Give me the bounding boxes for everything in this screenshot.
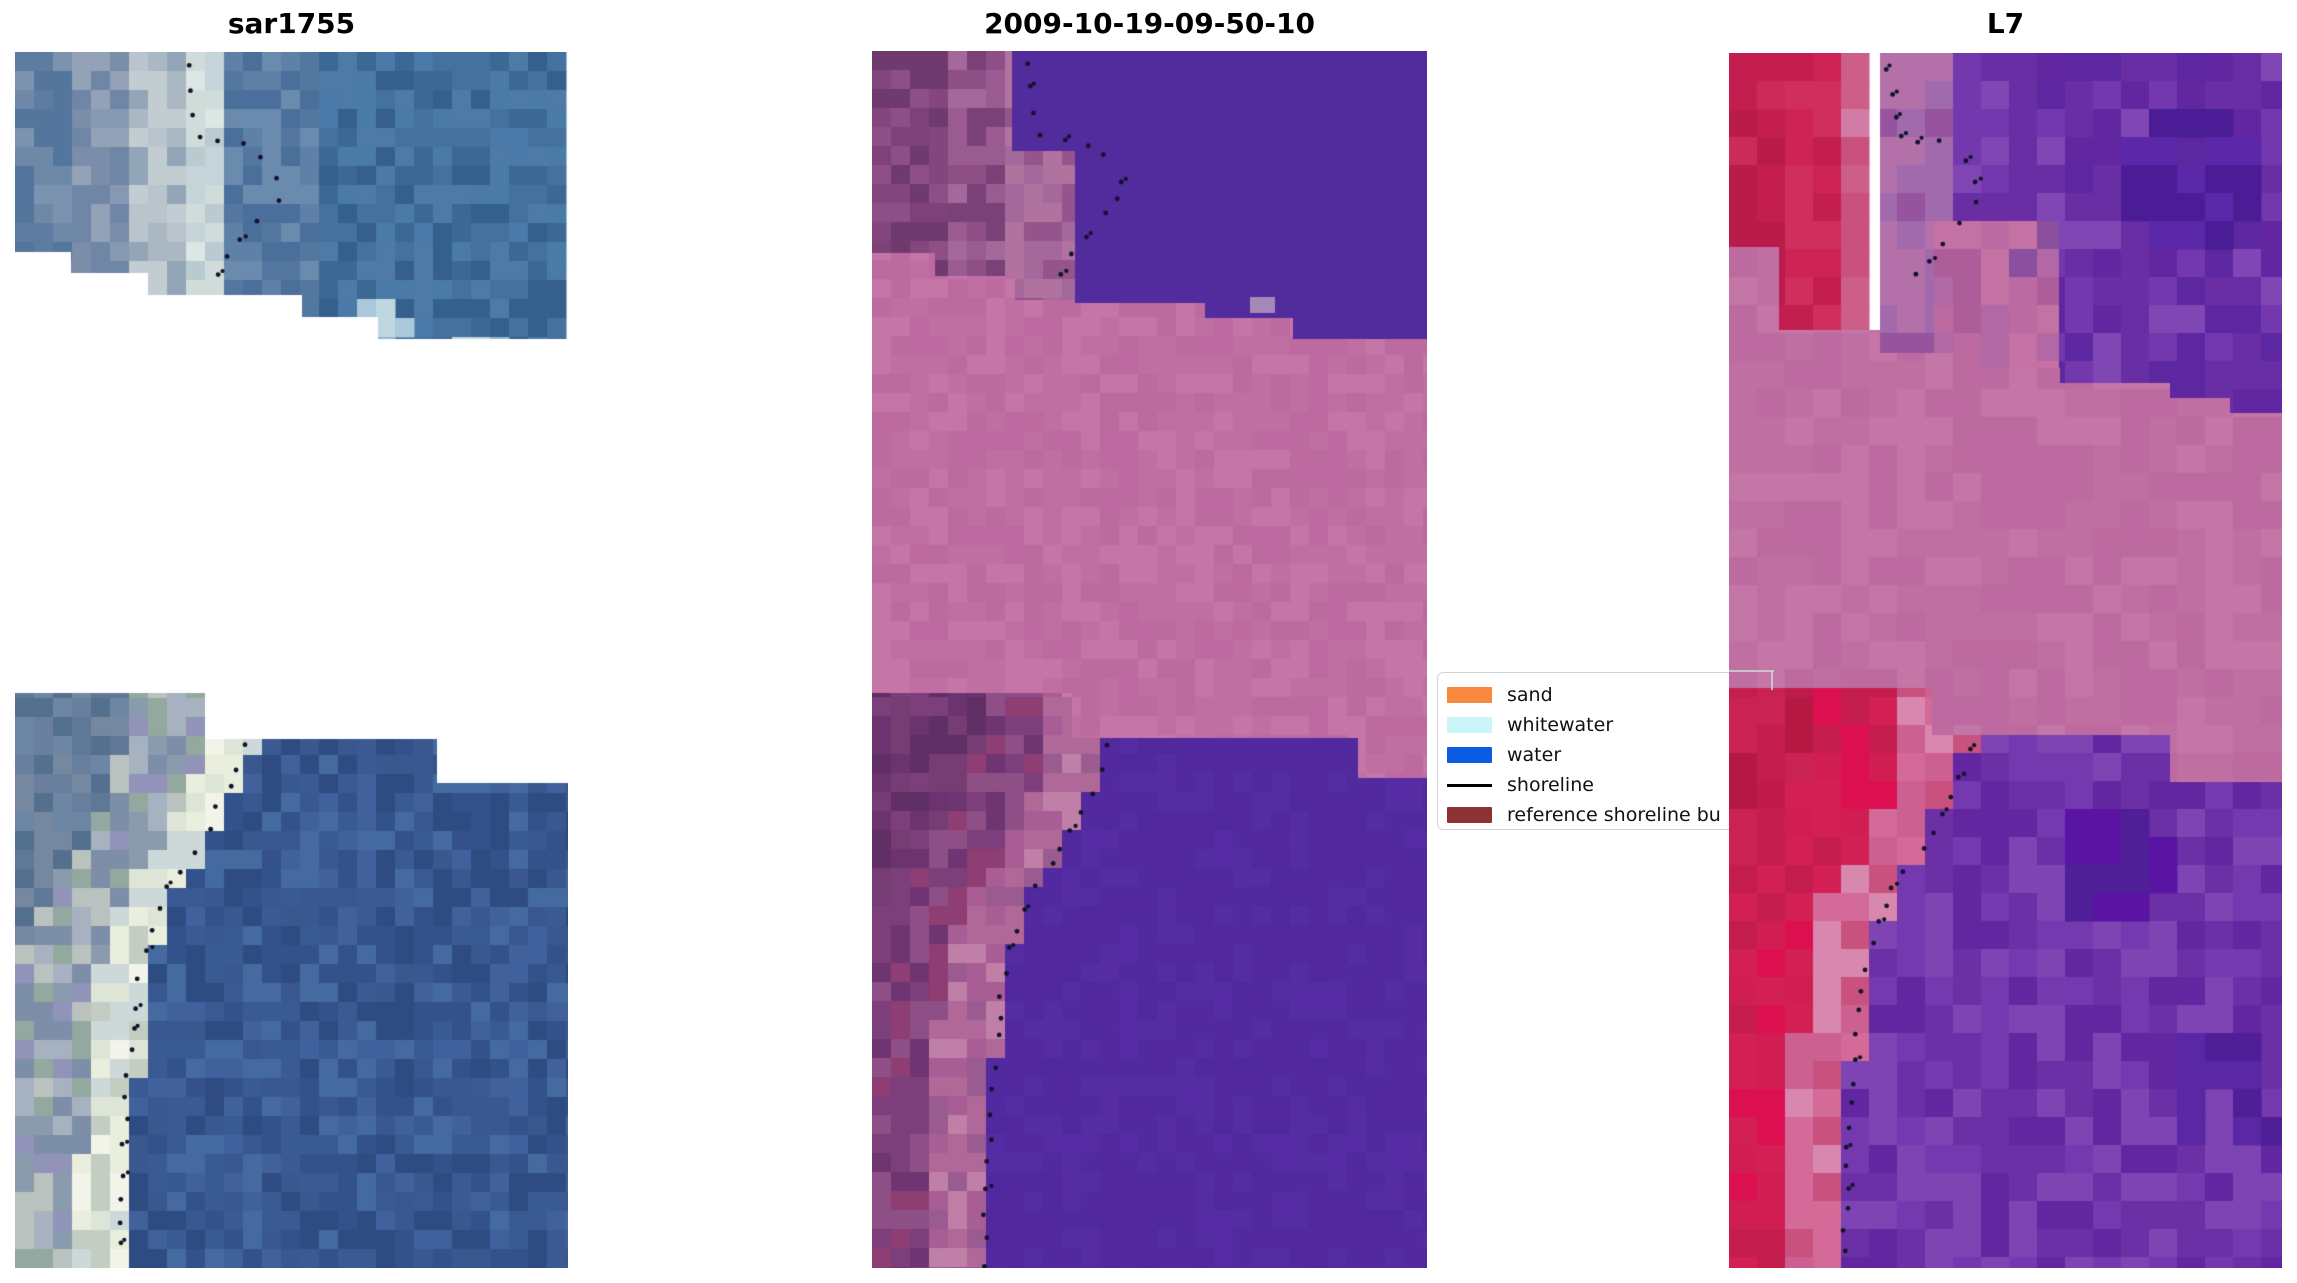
legend-item-reference-buffer: reference shoreline bu bbox=[1447, 800, 1772, 830]
legend: sand whitewater water shoreline referenc… bbox=[1437, 672, 1773, 830]
whitewater-swatch-icon bbox=[1447, 717, 1492, 733]
legend-item-sand: sand bbox=[1447, 680, 1772, 710]
legend-border-fragment-right bbox=[1771, 670, 1773, 690]
reference-buffer-swatch-icon bbox=[1447, 807, 1492, 823]
panel-title-date: 2009-10-19-09-50-10 bbox=[984, 7, 1315, 40]
sar-panel-image bbox=[15, 52, 568, 1268]
legend-item-shoreline: shoreline bbox=[1447, 770, 1772, 800]
panel-title-l7: L7 bbox=[1986, 7, 2025, 40]
legend-label: water bbox=[1507, 744, 1562, 766]
legend-label: whitewater bbox=[1507, 714, 1614, 736]
classified-panel-image bbox=[872, 51, 1427, 1268]
panel-title-sar: sar1755 bbox=[227, 7, 356, 40]
shoreline-line-icon bbox=[1447, 783, 1492, 787]
sand-swatch-icon bbox=[1447, 687, 1492, 703]
legend-border-fragment-top bbox=[1729, 670, 1774, 672]
legend-label: sand bbox=[1507, 684, 1553, 706]
legend-label: shoreline bbox=[1507, 774, 1594, 796]
legend-item-whitewater: whitewater bbox=[1447, 710, 1772, 740]
water-swatch-icon bbox=[1447, 747, 1492, 763]
l7-panel-image bbox=[1729, 53, 2282, 1268]
legend-label: reference shoreline bu bbox=[1507, 804, 1721, 826]
legend-item-water: water bbox=[1447, 740, 1772, 770]
